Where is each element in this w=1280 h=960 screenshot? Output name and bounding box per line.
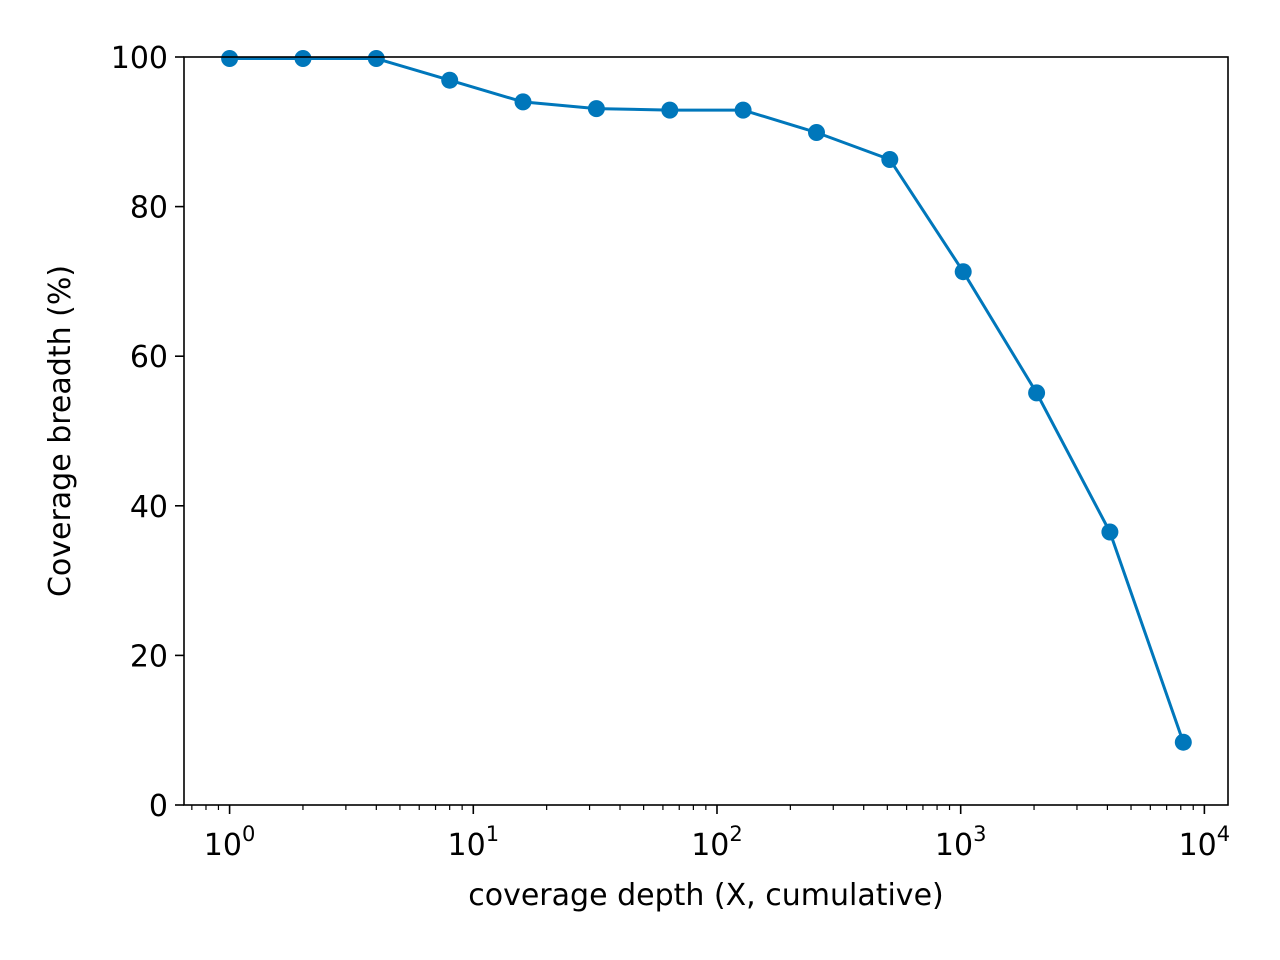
y-tick-label: 0 (149, 789, 168, 824)
plot-frame (183, 56, 1229, 806)
y-axis-ticks: 0 20 40 60 80 100 (111, 41, 184, 824)
data-point (661, 101, 679, 119)
data-point (221, 50, 239, 67)
x-minor-ticks (191, 805, 1194, 810)
data-point (734, 101, 752, 119)
data-point (294, 50, 312, 67)
x-tick-label: 102 (691, 822, 743, 863)
data-point (1028, 384, 1046, 402)
y-tick-label: 40 (130, 490, 168, 525)
data-point (1174, 733, 1192, 751)
y-tick-label: 100 (111, 41, 168, 76)
series-points (221, 50, 1192, 751)
data-point (954, 263, 972, 281)
data-point (587, 100, 605, 118)
x-tick-label: 100 (204, 822, 256, 863)
x-tick-label: 104 (1179, 822, 1231, 863)
data-point (1101, 523, 1119, 541)
data-point (367, 50, 385, 67)
y-tick-label: 80 (130, 191, 168, 226)
data-point (514, 93, 532, 111)
x-axis-ticks: 100 101 102 103 104 (204, 805, 1230, 863)
data-point (808, 124, 825, 141)
y-tick-label: 60 (130, 340, 168, 375)
series-line (229, 57, 1185, 743)
data-point (881, 151, 899, 168)
data-point (441, 71, 459, 89)
y-axis-label: Coverage breadth (%) (43, 265, 78, 597)
x-tick-label: 101 (448, 822, 500, 863)
plot-background (184, 57, 1228, 805)
x-axis-label: coverage depth (X, cumulative) (468, 878, 943, 913)
y-tick-label: 20 (130, 639, 168, 674)
x-tick-label: 103 (935, 822, 987, 863)
